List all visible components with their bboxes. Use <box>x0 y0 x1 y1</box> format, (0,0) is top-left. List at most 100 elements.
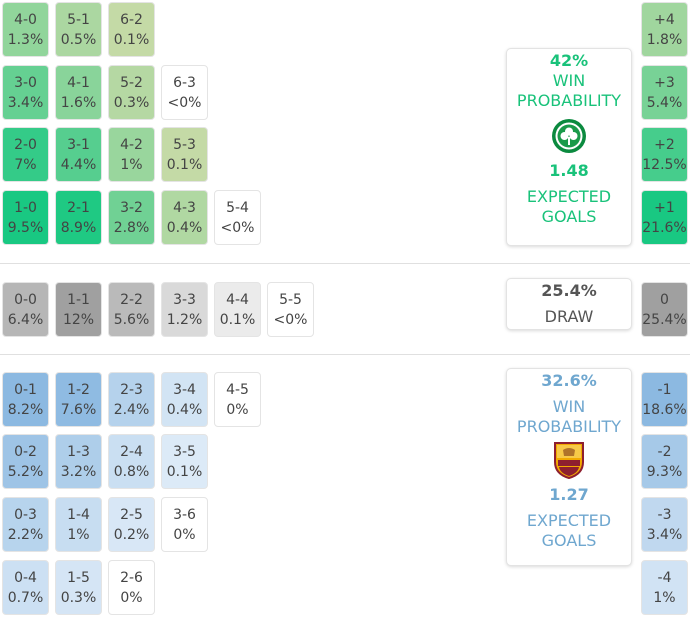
scoreline-label: 0-4 <box>14 569 37 586</box>
away-win-percentage: 32.6% <box>541 371 597 390</box>
probability-label: 0.1% <box>166 156 203 173</box>
scoreline-label: 2-6 <box>120 569 143 586</box>
probability-label: 3.2% <box>60 463 97 480</box>
away_win-scoreline-cell: 4-5 0% <box>214 372 261 427</box>
scoreline-label: 1-4 <box>67 506 90 523</box>
probability-label: 12.5% <box>642 156 687 173</box>
scoreline-label: 2-0 <box>14 136 37 153</box>
scoreline-label: 0-3 <box>14 506 37 523</box>
home-win-label: WIN <box>552 71 586 90</box>
home_win-margin-cell: +3 5.4% <box>641 65 688 120</box>
probability-label: <0% <box>220 219 255 236</box>
probability-label: 0.1% <box>219 311 256 328</box>
scoreline-label: 3-6 <box>173 506 196 523</box>
away_win-scoreline-cell: 3-4 0.4% <box>161 372 208 427</box>
probability-label: 25.4% <box>642 311 687 328</box>
home_win-scoreline-cell: 3-2 2.8% <box>108 190 155 245</box>
home_win-margin-cell: +1 21.6% <box>641 190 688 245</box>
scoreline-label: 5-1 <box>67 11 90 28</box>
probability-label: 18.6% <box>642 401 687 418</box>
probability-label: 2.4% <box>113 401 150 418</box>
probability-label: 1% <box>653 589 676 606</box>
away-goals-label: GOALS <box>541 531 597 550</box>
probability-label: 1% <box>120 156 143 173</box>
home_win-scoreline-cell: 4-3 0.4% <box>161 190 208 245</box>
scoreline-label: 1-2 <box>67 381 90 398</box>
home_win-margin-cell: +2 12.5% <box>641 127 688 182</box>
scoreline-label: 1-1 <box>67 291 90 308</box>
home-win-percentage: 42% <box>549 51 589 70</box>
home-expected-label: EXPECTED <box>526 187 612 206</box>
scoreline-label: 3-1 <box>67 136 90 153</box>
scoreline-label: 3-3 <box>173 291 196 308</box>
scoreline-label: 0-1 <box>14 381 37 398</box>
away_win-margin-cell: -3 3.4% <box>641 497 688 552</box>
roma-crest-icon <box>551 439 587 481</box>
draw-scoreline-cell: 0-0 6.4% <box>2 282 49 337</box>
goal-margin-label: +3 <box>654 74 675 91</box>
probability-label: 8.2% <box>7 401 44 418</box>
draw-summary-card: 25.4% DRAW <box>506 278 632 330</box>
away_win-scoreline-cell: 2-3 2.4% <box>108 372 155 427</box>
probability-label: 0.5% <box>60 31 97 48</box>
home_win-scoreline-cell: 5-2 0.3% <box>108 65 155 120</box>
probability-label: 5.2% <box>7 463 44 480</box>
probability-label: 1.2% <box>166 311 203 328</box>
scoreline-label: 3-5 <box>173 443 196 460</box>
draw-scoreline-cell: 3-3 1.2% <box>161 282 208 337</box>
probability-label: 7.6% <box>60 401 97 418</box>
home-summary-card: 42% WIN PROBABILITY 1.48 EXPECTED GOALS <box>506 48 632 246</box>
home_win-scoreline-cell: 5-3 0.1% <box>161 127 208 182</box>
probability-label: 21.6% <box>642 219 687 236</box>
draw-scoreline-cell: 2-2 5.6% <box>108 282 155 337</box>
scoreline-label: 4-2 <box>120 136 143 153</box>
section-divider-bottom <box>0 354 690 355</box>
home_win-scoreline-cell: 5-4 <0% <box>214 190 261 245</box>
scoreline-label: 4-0 <box>14 11 37 28</box>
away-summary-card: 32.6% WIN PROBABILITY 1.27 EXPECTED GOAL… <box>506 368 632 566</box>
away_win-scoreline-cell: 0-3 2.2% <box>2 497 49 552</box>
away-expected-label: EXPECTED <box>526 511 612 530</box>
probability-label: 3.4% <box>7 94 44 111</box>
scoreline-label: 5-2 <box>120 74 143 91</box>
goal-margin-label: 0 <box>660 291 669 308</box>
away_win-scoreline-cell: 1-5 0.3% <box>55 560 102 615</box>
away_win-scoreline-cell: 3-5 0.1% <box>161 434 208 489</box>
goal-margin-label: +1 <box>654 199 675 216</box>
scoreline-label: 2-4 <box>120 443 143 460</box>
home_win-scoreline-cell: 2-1 8.9% <box>55 190 102 245</box>
home_win-scoreline-cell: 4-2 1% <box>108 127 155 182</box>
scoreline-label: 3-2 <box>120 199 143 216</box>
home_win-scoreline-cell: 4-0 1.3% <box>2 2 49 57</box>
away_win-scoreline-cell: 1-3 3.2% <box>55 434 102 489</box>
probability-label: 0% <box>173 526 196 543</box>
probability-label: 0.4% <box>166 219 203 236</box>
away_win-margin-cell: -1 18.6% <box>641 372 688 427</box>
away_win-scoreline-cell: 0-4 0.7% <box>2 560 49 615</box>
away_win-margin-cell: -2 9.3% <box>641 434 688 489</box>
away_win-scoreline-cell: 2-6 0% <box>108 560 155 615</box>
probability-label: 12% <box>62 311 95 328</box>
draw-label: DRAW <box>544 307 594 326</box>
probability-label: 5.4% <box>646 94 683 111</box>
home_win-scoreline-cell: 3-0 3.4% <box>2 65 49 120</box>
probability-label: 0.4% <box>166 401 203 418</box>
probability-label: 7% <box>14 156 37 173</box>
probability-label: 8.9% <box>60 219 97 236</box>
probability-label: 1% <box>67 526 90 543</box>
scoreline-label: 4-3 <box>173 199 196 216</box>
scoreline-label: 3-4 <box>173 381 196 398</box>
home_win-scoreline-cell: 3-1 4.4% <box>55 127 102 182</box>
away_win-scoreline-cell: 3-6 0% <box>161 497 208 552</box>
probability-label: 0% <box>120 589 143 606</box>
home_win-scoreline-cell: 6-3 <0% <box>161 65 208 120</box>
section-divider-top <box>0 263 690 264</box>
probability-label: 3.4% <box>646 526 683 543</box>
goal-margin-label: +4 <box>654 11 675 28</box>
home_win-scoreline-cell: 2-0 7% <box>2 127 49 182</box>
celtic-crest-icon <box>551 115 587 157</box>
scoreline-label: 3-0 <box>14 74 37 91</box>
away_win-scoreline-cell: 0-2 5.2% <box>2 434 49 489</box>
probability-label: 9.3% <box>646 463 683 480</box>
probability-label: 5.6% <box>113 311 150 328</box>
